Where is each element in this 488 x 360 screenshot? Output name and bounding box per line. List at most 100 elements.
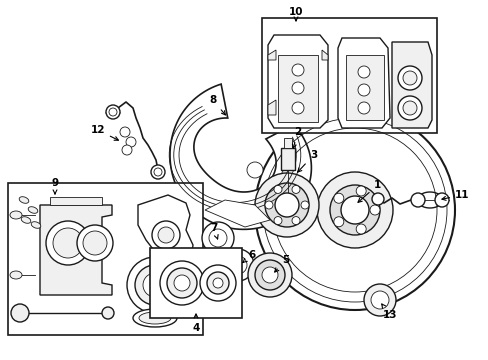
Polygon shape bbox=[40, 205, 112, 295]
Circle shape bbox=[273, 185, 282, 193]
Text: 2: 2 bbox=[292, 127, 301, 148]
Circle shape bbox=[208, 229, 226, 247]
Circle shape bbox=[77, 225, 113, 261]
Polygon shape bbox=[267, 100, 275, 115]
Circle shape bbox=[371, 193, 383, 205]
Polygon shape bbox=[321, 50, 327, 60]
Ellipse shape bbox=[19, 197, 29, 203]
Circle shape bbox=[363, 284, 395, 316]
Ellipse shape bbox=[28, 207, 38, 213]
Text: 8: 8 bbox=[209, 95, 225, 115]
Ellipse shape bbox=[31, 222, 41, 228]
Circle shape bbox=[142, 273, 167, 297]
Circle shape bbox=[206, 272, 228, 294]
Circle shape bbox=[357, 102, 369, 114]
Circle shape bbox=[174, 275, 190, 291]
Text: 13: 13 bbox=[381, 304, 396, 320]
Circle shape bbox=[357, 84, 369, 96]
Circle shape bbox=[200, 265, 236, 301]
Circle shape bbox=[274, 193, 298, 217]
Polygon shape bbox=[337, 38, 389, 128]
Circle shape bbox=[247, 253, 291, 297]
Text: 5: 5 bbox=[274, 255, 289, 272]
Circle shape bbox=[158, 227, 174, 243]
Circle shape bbox=[120, 127, 130, 137]
Circle shape bbox=[167, 268, 197, 298]
Polygon shape bbox=[170, 84, 311, 229]
Circle shape bbox=[135, 265, 175, 305]
Circle shape bbox=[106, 105, 120, 119]
Circle shape bbox=[291, 217, 299, 225]
Circle shape bbox=[291, 64, 304, 76]
Text: 11: 11 bbox=[441, 190, 468, 200]
Polygon shape bbox=[278, 55, 317, 122]
Circle shape bbox=[254, 110, 454, 310]
Circle shape bbox=[316, 172, 392, 248]
Circle shape bbox=[370, 291, 388, 309]
Circle shape bbox=[53, 228, 83, 258]
Circle shape bbox=[333, 193, 343, 203]
Text: 1: 1 bbox=[357, 180, 381, 202]
Bar bbox=[281, 148, 294, 170]
Polygon shape bbox=[346, 55, 383, 120]
Bar bbox=[8, 183, 203, 335]
Circle shape bbox=[122, 145, 132, 155]
Circle shape bbox=[397, 96, 421, 120]
Circle shape bbox=[222, 249, 253, 281]
Text: 10: 10 bbox=[288, 7, 303, 21]
Circle shape bbox=[397, 66, 421, 90]
Polygon shape bbox=[50, 197, 102, 205]
Circle shape bbox=[83, 231, 107, 255]
Text: 4: 4 bbox=[192, 314, 199, 333]
Ellipse shape bbox=[21, 217, 31, 223]
Circle shape bbox=[402, 71, 416, 85]
Polygon shape bbox=[391, 42, 431, 128]
Circle shape bbox=[301, 201, 308, 209]
Circle shape bbox=[246, 162, 263, 178]
Polygon shape bbox=[204, 200, 269, 227]
Circle shape bbox=[262, 267, 278, 283]
Circle shape bbox=[254, 260, 285, 290]
Circle shape bbox=[264, 183, 308, 227]
Circle shape bbox=[160, 261, 203, 305]
Circle shape bbox=[291, 82, 304, 94]
Circle shape bbox=[213, 278, 223, 288]
Circle shape bbox=[152, 221, 180, 249]
Ellipse shape bbox=[139, 312, 171, 324]
Text: 12: 12 bbox=[90, 125, 118, 140]
Bar bbox=[284, 138, 291, 148]
Circle shape bbox=[127, 257, 183, 313]
Ellipse shape bbox=[10, 211, 22, 219]
Polygon shape bbox=[267, 35, 327, 128]
Ellipse shape bbox=[133, 309, 177, 327]
Polygon shape bbox=[138, 195, 193, 275]
Text: 3: 3 bbox=[297, 150, 317, 172]
Bar bbox=[262, 18, 436, 133]
Circle shape bbox=[369, 205, 379, 215]
Circle shape bbox=[109, 108, 117, 116]
Circle shape bbox=[333, 217, 343, 227]
Circle shape bbox=[329, 185, 379, 235]
Circle shape bbox=[291, 102, 304, 114]
Circle shape bbox=[357, 66, 369, 78]
Circle shape bbox=[102, 307, 114, 319]
Circle shape bbox=[151, 165, 164, 179]
Circle shape bbox=[228, 256, 246, 274]
Text: 6: 6 bbox=[243, 250, 255, 262]
Circle shape bbox=[291, 185, 299, 193]
Circle shape bbox=[202, 222, 234, 254]
Circle shape bbox=[410, 193, 424, 207]
Circle shape bbox=[264, 201, 272, 209]
Circle shape bbox=[254, 173, 318, 237]
Circle shape bbox=[273, 217, 282, 225]
Circle shape bbox=[126, 137, 136, 147]
Circle shape bbox=[340, 196, 368, 224]
Circle shape bbox=[355, 186, 366, 196]
Ellipse shape bbox=[10, 271, 22, 279]
Circle shape bbox=[402, 101, 416, 115]
Circle shape bbox=[46, 221, 90, 265]
Polygon shape bbox=[267, 50, 275, 60]
Bar bbox=[150, 248, 242, 318]
Text: 9: 9 bbox=[51, 178, 59, 194]
Circle shape bbox=[434, 193, 448, 207]
